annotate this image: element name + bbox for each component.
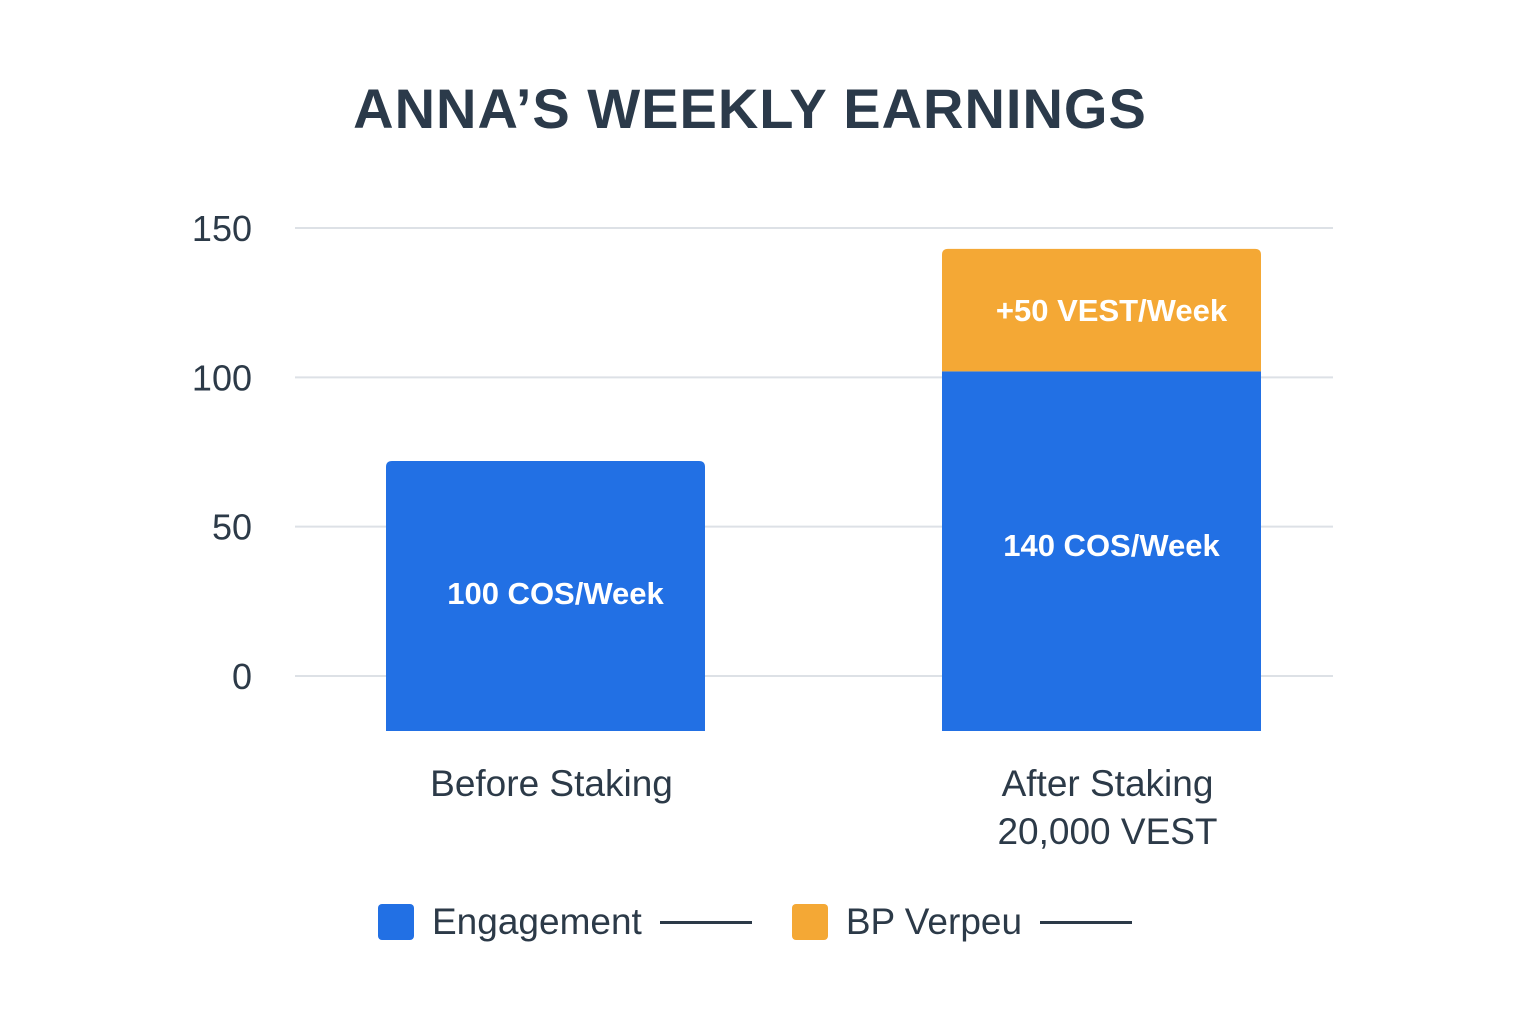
legend-item-engagement: Engagement [378, 901, 752, 943]
x-category-label-0-line-0: Before Staking [430, 763, 673, 804]
legend-swatch-engagement [378, 904, 414, 940]
y-tick-label-150: 150 [192, 208, 252, 249]
y-tick-label-50: 50 [212, 507, 252, 548]
legend-item-bp: BP Verpeu [791, 901, 1133, 943]
legend-label-bp: BP Verpeu [845, 901, 1023, 942]
y-tick-label-0: 0 [232, 656, 252, 697]
bar-1-series-1 [942, 248, 1261, 372]
chart-title: ANNA’S WEEKLY EARNINGS [353, 77, 1147, 140]
bar-label-1-series-0: 140 COS/Week [1003, 528, 1220, 563]
x-category-label-1-line-1: 20,000 VEST [997, 811, 1217, 852]
bar-0-series-0 [386, 460, 705, 731]
legend-line-bp [1040, 920, 1133, 924]
legend: Engagement BP Verpeu [378, 896, 1172, 948]
legend-label-engagement: Engagement [432, 901, 642, 942]
y-tick-label-100: 100 [192, 357, 252, 398]
x-category-label-1-line-0: After Staking [1002, 763, 1214, 804]
legend-line-engagement [659, 920, 752, 924]
bar-label-0-series-0: 100 COS/Week [447, 576, 664, 611]
legend-swatch-bp [791, 904, 828, 940]
bar-label-1-series-1: +50 VEST/Week [996, 293, 1228, 328]
bar-1-series-0 [942, 371, 1261, 731]
